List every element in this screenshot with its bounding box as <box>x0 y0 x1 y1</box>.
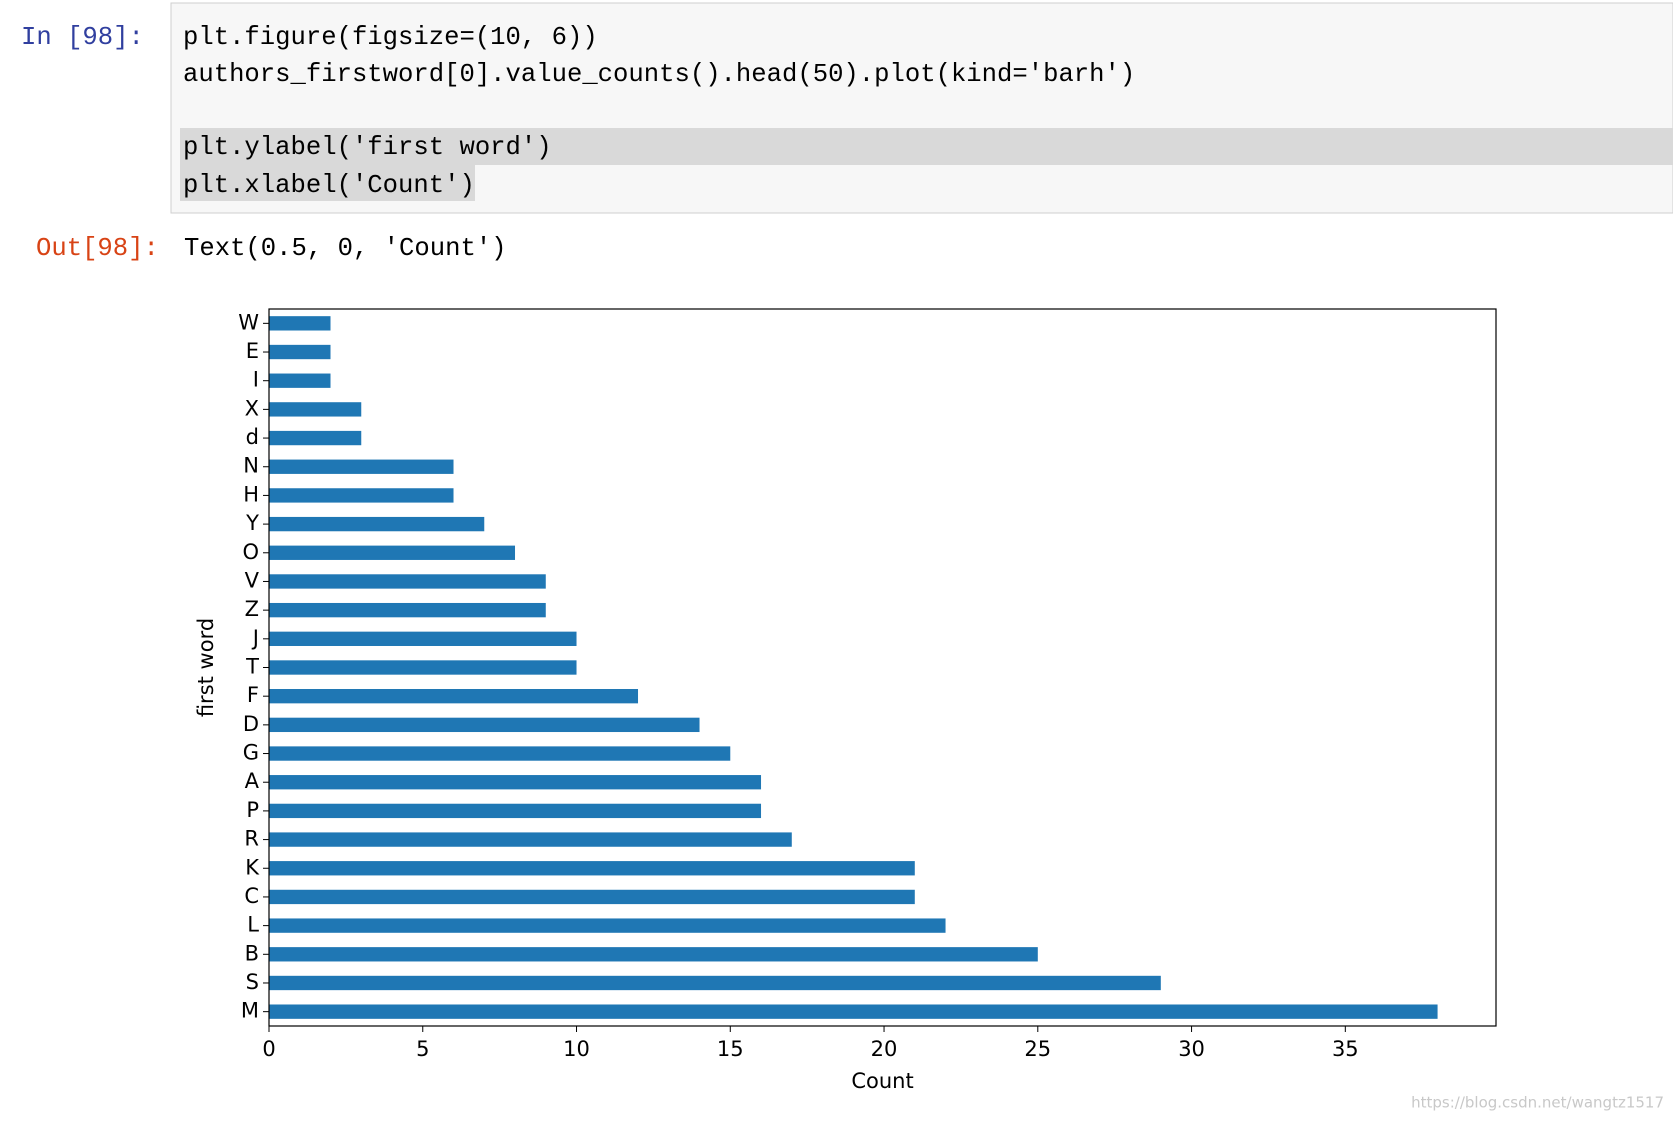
bar <box>269 602 546 618</box>
code-line: plt.ylabel('first word') <box>183 133 552 162</box>
x-tick-label: 20 <box>871 1037 898 1061</box>
y-tick-label: H <box>243 482 259 506</box>
code-line: plt.xlabel('Count') <box>183 171 475 200</box>
selection <box>180 128 1673 165</box>
bar <box>269 975 1161 991</box>
bar <box>269 832 792 847</box>
x-tick-label: 15 <box>717 1037 744 1061</box>
x-tick-label: 30 <box>1178 1037 1205 1061</box>
bar <box>269 803 762 819</box>
y-tick-label: S <box>246 970 259 994</box>
in-prompt: In [98]: <box>21 23 144 52</box>
x-tick-label: 35 <box>1332 1037 1359 1061</box>
code-line: plt.figure(figsize=(10, 6)) <box>183 23 598 52</box>
bar <box>269 545 516 560</box>
y-tick-label: J <box>251 626 259 650</box>
bar <box>269 459 454 474</box>
y-tick-label: P <box>246 798 259 822</box>
output-text: Text(0.5, 0, 'Count') <box>184 234 507 263</box>
bar <box>269 746 731 761</box>
out-prompt: Out[98]: <box>36 234 159 263</box>
bar <box>269 918 946 933</box>
bar <box>269 516 485 532</box>
y-tick-label: Z <box>245 597 259 621</box>
code-line: authors_firstword[0].value_counts().head… <box>183 60 1135 89</box>
x-tick-label: 10 <box>563 1037 590 1061</box>
y-tick-label: E <box>246 339 259 363</box>
bar <box>269 316 331 331</box>
y-tick-label: O <box>242 540 259 564</box>
y-tick-label: T <box>245 655 259 679</box>
y-tick-label: W <box>238 310 259 334</box>
x-tick-label: 5 <box>416 1037 429 1061</box>
bar <box>269 344 331 360</box>
bar <box>269 689 639 704</box>
x-tick-label: 0 <box>262 1037 275 1061</box>
y-tick-label: F <box>247 683 259 707</box>
y-tick-label: A <box>245 769 260 793</box>
bar <box>269 889 915 905</box>
bar <box>269 660 577 675</box>
bar <box>269 947 1038 962</box>
bar <box>269 717 700 733</box>
y-tick-label: L <box>247 913 259 937</box>
bar <box>269 631 577 646</box>
y-axis-label: first word <box>194 618 218 717</box>
bar <box>269 775 762 790</box>
x-axis-label: Count <box>851 1069 913 1093</box>
selection <box>180 165 475 201</box>
y-tick-label: V <box>245 568 260 592</box>
bar <box>269 1004 1438 1019</box>
y-tick-label: I <box>253 368 259 392</box>
bar <box>269 861 915 876</box>
bar <box>269 373 331 388</box>
axes-frame <box>268 308 1497 1027</box>
y-tick-label: D <box>243 712 259 736</box>
y-tick-label: G <box>243 741 259 765</box>
y-tick-label: K <box>245 855 260 879</box>
x-tick-label: 25 <box>1024 1037 1051 1061</box>
y-tick-label: N <box>243 454 259 478</box>
y-tick-label: C <box>244 884 259 908</box>
bar <box>269 430 362 446</box>
y-tick-label: d <box>246 425 259 449</box>
bar <box>269 402 362 417</box>
y-tick-label: X <box>245 396 259 420</box>
y-tick-label: B <box>245 941 259 965</box>
y-tick-label: R <box>244 827 259 851</box>
bar <box>269 574 546 589</box>
y-tick-label: M <box>241 999 259 1023</box>
y-tick-label: Y <box>245 511 259 535</box>
watermark: https://blog.csdn.net/wangtz1517 <box>1411 1094 1664 1112</box>
bar <box>269 488 454 503</box>
